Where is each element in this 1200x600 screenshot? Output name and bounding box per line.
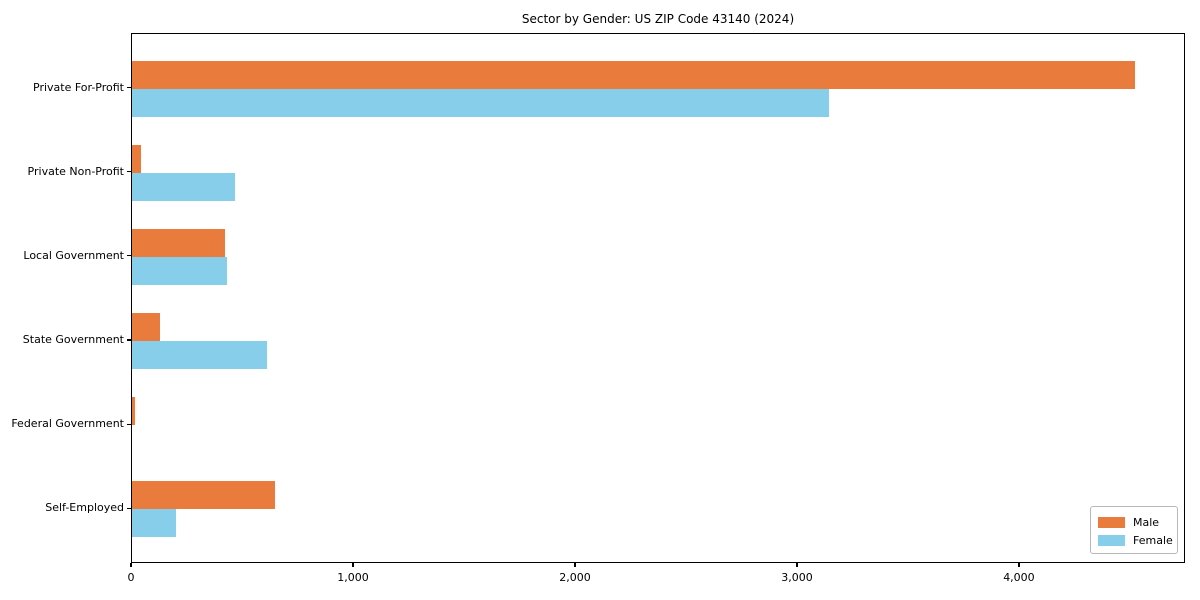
legend-entry-male: Male [1098,513,1177,531]
y-axis-label-state-government: State Government [22,333,124,346]
bar-male-self-employed [132,481,276,510]
y-axis-label-private-for-profit: Private For-Profit [33,80,124,94]
y-axis-tick [127,339,131,341]
y-axis-tick [127,507,131,509]
legend-label: Male [1133,515,1160,529]
y-axis-tick [127,171,131,173]
y-axis-tick [127,423,131,425]
x-axis-label: 2,000 [559,571,591,584]
x-axis-tick [1018,563,1020,567]
bar-male-federal-government [132,397,136,426]
x-axis-label: 3,000 [781,571,813,584]
x-axis-tick [352,563,354,567]
x-axis-label: 1,000 [337,571,369,584]
bar-male-local-government [132,228,226,257]
bar-male-state-government [132,313,160,341]
y-axis-label-federal-government: Federal Government [11,417,124,431]
bar-female-private-for-profit [132,88,830,117]
bar-female-private-non-profit [132,172,236,201]
legend-swatch-male [1098,516,1125,528]
legend-swatch-female [1098,534,1125,546]
legend: Male Female [1090,506,1178,554]
bar-female-state-government [132,341,268,369]
plot-area [131,33,1185,563]
legend-label: Female [1133,533,1173,547]
legend-entry-female: Female [1098,531,1177,549]
bar-female-self-employed [132,509,177,538]
bar-male-private-non-profit [132,144,141,173]
y-axis-label-private-non-profit: Private Non-Profit [27,164,124,178]
x-axis-label: 0 [127,571,135,584]
x-axis-tick [130,563,132,567]
y-axis-tick [127,87,131,89]
y-axis-tick [127,255,131,257]
bar-female-local-government [132,256,228,285]
bar-male-private-for-profit [132,60,1136,89]
x-axis-tick [574,563,576,567]
x-axis-tick [796,563,798,567]
x-axis-label: 4,000 [1003,571,1035,584]
y-axis-label-local-government: Local Government [23,248,124,262]
y-axis-label-self-employed: Self-Employed [45,501,124,515]
chart-title: Sector by Gender: US ZIP Code 43140 (202… [521,12,795,26]
